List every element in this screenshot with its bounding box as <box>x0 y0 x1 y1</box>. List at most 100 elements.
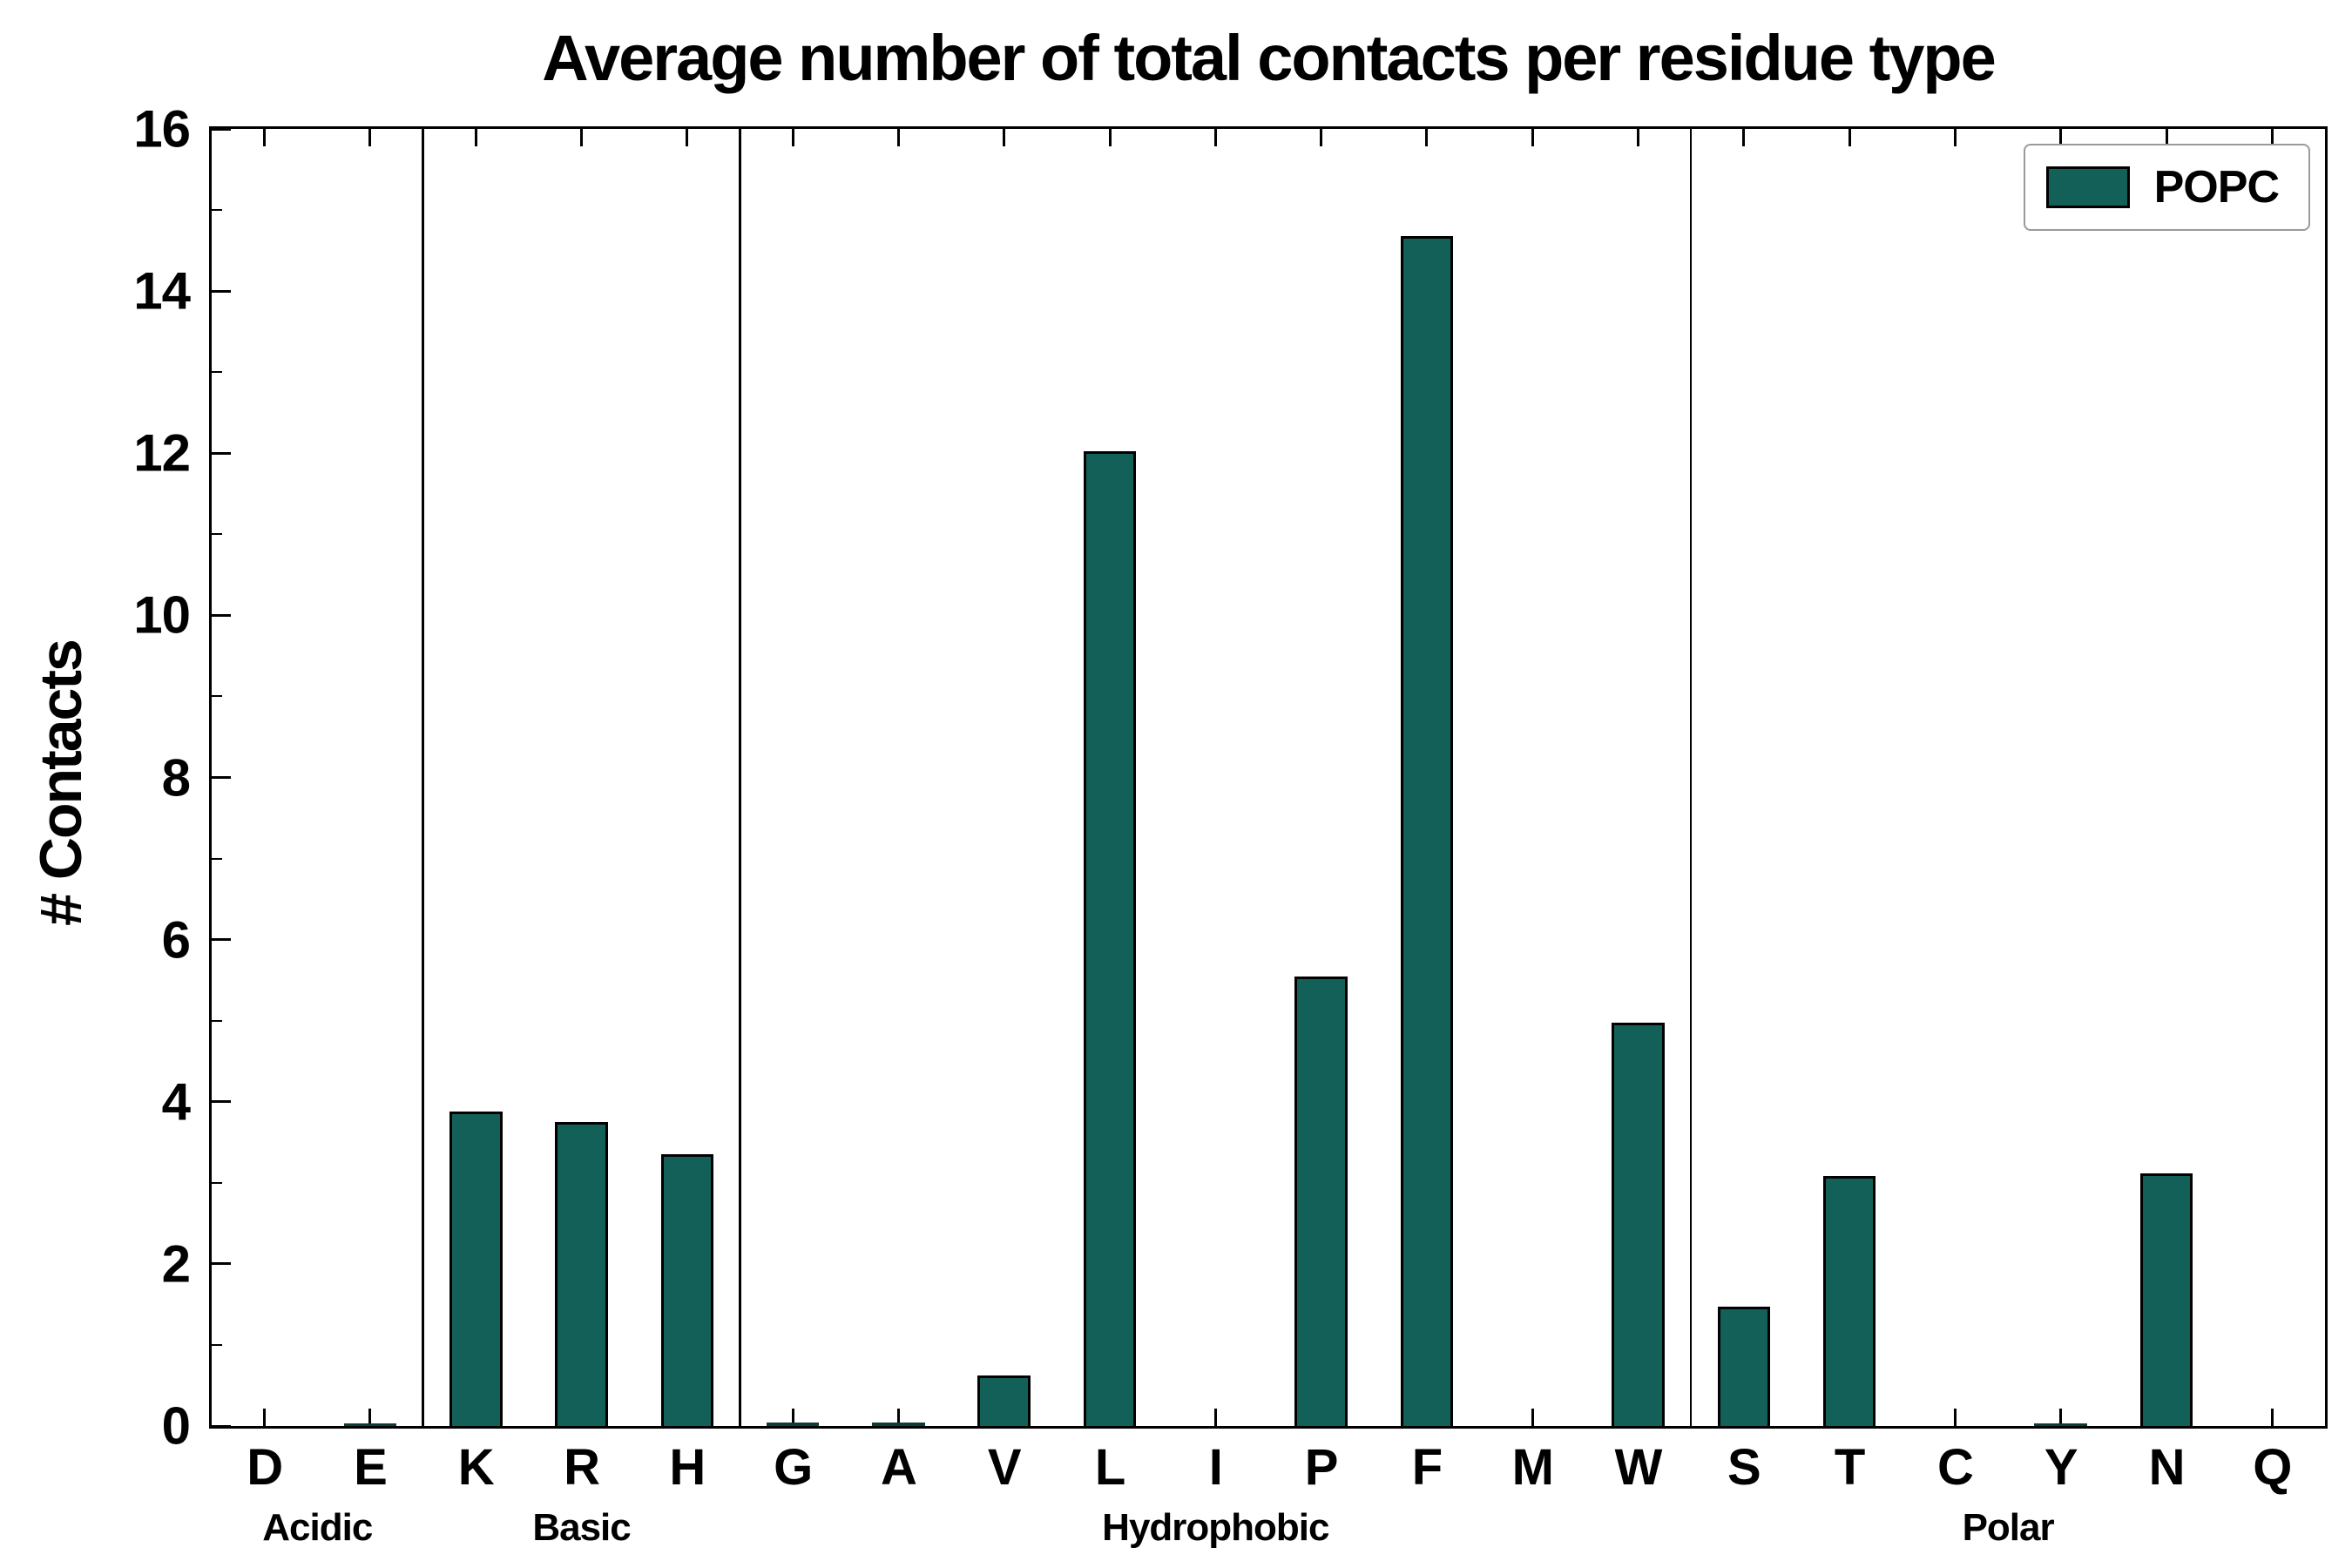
y-tick-label: 0 <box>161 1396 191 1456</box>
y-minor-tick <box>212 857 222 860</box>
group-label-basic: Basic <box>532 1506 631 1549</box>
y-tick <box>212 1424 231 1428</box>
plot-area <box>209 126 2328 1429</box>
y-tick-label: 10 <box>133 585 191 645</box>
x-category-label-G: G <box>774 1439 813 1496</box>
x-tick-top <box>263 129 267 146</box>
y-minor-tick <box>212 1019 222 1022</box>
y-tick <box>212 613 231 617</box>
group-label-hydrophobic: Hydrophobic <box>1102 1506 1329 1549</box>
x-tick-top <box>1531 129 1534 146</box>
y-tick <box>212 1100 231 1104</box>
x-tick-top <box>368 129 372 146</box>
y-minor-tick <box>212 209 222 212</box>
y-tick <box>212 451 231 455</box>
x-tick-bottom <box>2270 1409 2274 1426</box>
legend-swatch-popc <box>2045 166 2130 208</box>
x-tick-bottom <box>896 1409 900 1426</box>
x-tick-top <box>474 129 477 146</box>
bar-N <box>2139 1173 2193 1426</box>
group-separator <box>739 129 741 1426</box>
x-category-label-E: E <box>354 1439 388 1496</box>
x-category-label-R: R <box>564 1439 600 1496</box>
x-tick-top <box>1425 129 1429 146</box>
x-category-label-S: S <box>1727 1439 1761 1496</box>
y-tick <box>212 289 231 293</box>
group-separator <box>422 129 424 1426</box>
bar-H <box>660 1154 714 1426</box>
y-tick-label: 12 <box>133 423 191 483</box>
x-tick-bottom <box>1531 1409 1534 1426</box>
x-category-label-C: C <box>1936 1439 1974 1496</box>
bar-L <box>1083 451 1137 1426</box>
x-tick-top <box>2270 129 2274 146</box>
x-category-label-L: L <box>1094 1439 1125 1496</box>
x-tick-top <box>791 129 794 146</box>
x-tick-top <box>686 129 689 146</box>
y-tick <box>212 127 231 131</box>
group-label-acidic: Acidic <box>262 1506 373 1549</box>
y-minor-tick <box>212 371 222 374</box>
bar-S <box>1717 1307 1771 1426</box>
y-tick <box>212 1262 231 1266</box>
x-tick-top <box>1320 129 1323 146</box>
bar-G <box>766 1423 820 1426</box>
bar-K <box>449 1111 503 1426</box>
bar-A <box>872 1423 925 1426</box>
x-category-label-K: K <box>457 1439 495 1496</box>
x-tick-bottom <box>791 1409 794 1426</box>
y-tick-label: 14 <box>133 261 191 321</box>
x-category-label-Y: Y <box>2044 1439 2078 1496</box>
x-tick-top <box>1003 129 1006 146</box>
x-tick-top <box>2059 129 2063 146</box>
x-category-label-I: I <box>1208 1439 1223 1496</box>
y-tick-label: 8 <box>161 748 191 807</box>
x-category-label-W: W <box>1614 1439 1663 1496</box>
bar-F <box>1400 235 1454 1426</box>
legend: POPC <box>2023 144 2310 231</box>
y-minor-tick <box>212 533 222 536</box>
y-tick-label: 4 <box>161 1072 191 1132</box>
bar-T <box>1822 1176 1876 1426</box>
x-tick-bottom <box>1213 1409 1217 1426</box>
x-category-label-T: T <box>1834 1439 1865 1496</box>
bar-E <box>343 1423 397 1426</box>
x-tick-top <box>580 129 584 146</box>
x-category-label-Q: Q <box>2253 1439 2292 1496</box>
x-tick-top <box>1848 129 1851 146</box>
x-category-label-M: M <box>1511 1439 1554 1496</box>
chart-title: Average number of total contacts per res… <box>542 22 1997 94</box>
group-separator <box>1689 129 1693 1426</box>
x-tick-bottom <box>368 1409 372 1426</box>
x-tick-top <box>1742 129 1746 146</box>
y-tick <box>212 938 231 942</box>
bar-V <box>977 1375 1031 1426</box>
x-category-label-A: A <box>880 1439 917 1496</box>
x-tick-top <box>896 129 900 146</box>
x-category-label-P: P <box>1304 1439 1339 1496</box>
x-tick-top <box>2165 129 2168 146</box>
x-tick-bottom <box>2059 1409 2063 1426</box>
y-minor-tick <box>212 1343 222 1346</box>
bar-W <box>1612 1023 1665 1426</box>
x-tick-top <box>1637 129 1640 146</box>
y-tick-label: 2 <box>161 1234 191 1294</box>
x-category-label-H: H <box>669 1439 706 1496</box>
bar-P <box>1294 976 1348 1426</box>
x-tick-bottom <box>263 1409 267 1426</box>
x-category-label-F: F <box>1411 1439 1443 1496</box>
x-tick-bottom <box>1953 1409 1957 1426</box>
x-category-label-V: V <box>987 1439 1022 1496</box>
x-tick-top <box>1213 129 1217 146</box>
y-minor-tick <box>212 1181 222 1184</box>
bar-Y <box>2034 1423 2088 1426</box>
y-axis-label: # Contacts <box>28 640 94 926</box>
bar-R <box>555 1122 608 1426</box>
x-tick-top <box>1953 129 1957 146</box>
y-tick-label: 6 <box>161 910 191 970</box>
y-tick <box>212 776 231 779</box>
group-label-polar: Polar <box>1962 1506 2055 1549</box>
x-category-label-N: N <box>2148 1439 2186 1496</box>
x-category-label-D: D <box>247 1439 283 1496</box>
